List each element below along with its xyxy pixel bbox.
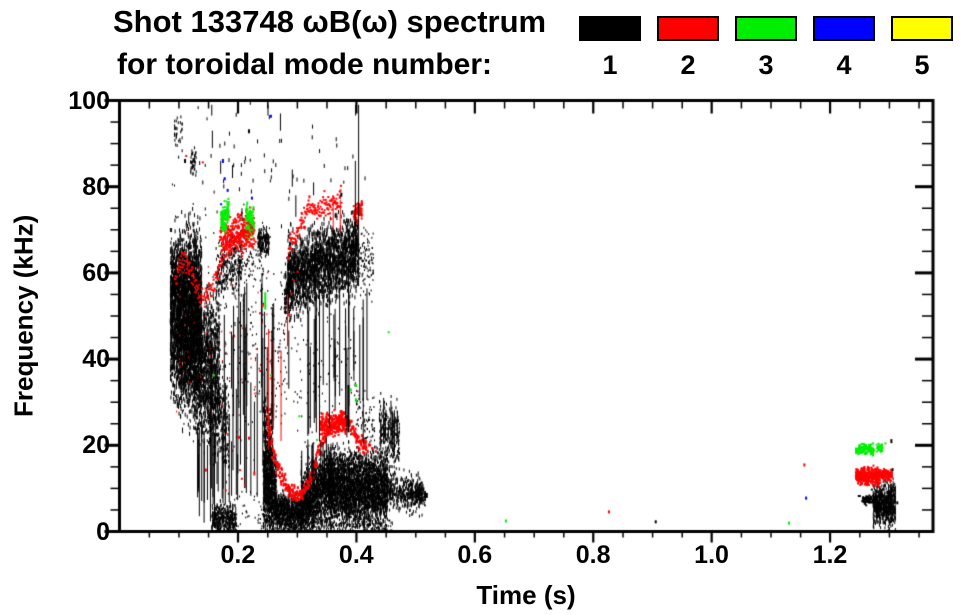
x-tick-label: 1.2 xyxy=(812,541,848,569)
y-axis-title: Frequency (kHz) xyxy=(8,214,39,417)
y-tick-label: 60 xyxy=(82,258,110,287)
x-tick-label: 0.2 xyxy=(220,541,256,569)
y-tick-label: 80 xyxy=(82,172,110,201)
x-tick-label: 0.4 xyxy=(338,541,374,569)
y-tick-label: 100 xyxy=(68,86,110,115)
x-tick-label: 1.0 xyxy=(694,541,729,569)
x-axis-title: Time (s) xyxy=(476,580,576,610)
x-tick-label: 0.8 xyxy=(575,541,611,569)
y-tick-label: 40 xyxy=(82,345,110,374)
y-tick-label: 0 xyxy=(96,517,110,546)
x-tick-label: 0.6 xyxy=(457,541,493,569)
y-tick-label: 20 xyxy=(82,431,110,460)
